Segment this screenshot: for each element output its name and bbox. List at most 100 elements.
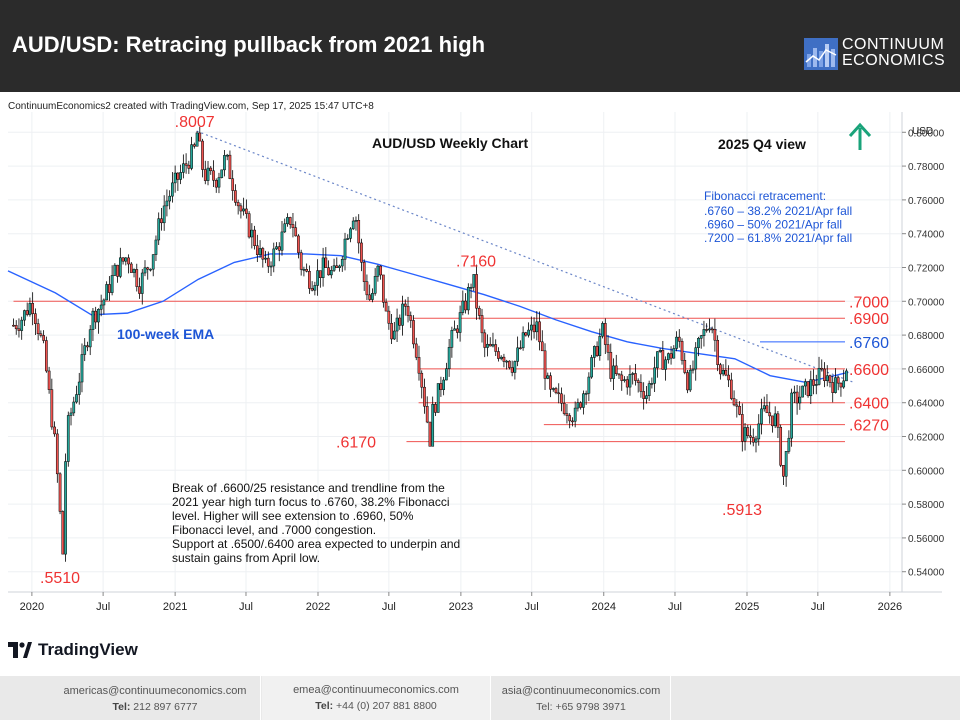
candle-body xyxy=(261,248,265,260)
candle-body xyxy=(417,357,421,374)
candle-body xyxy=(740,414,744,442)
candle-body xyxy=(143,267,147,274)
fib-line: .6760 – 38.2% 2021/Apr fall xyxy=(704,204,852,218)
y-axis-unit: USD xyxy=(912,126,933,137)
ema-line xyxy=(7,253,849,384)
candle-body xyxy=(623,379,626,381)
candle-body xyxy=(469,287,473,289)
candle-body xyxy=(680,340,684,361)
candle-body xyxy=(661,350,665,370)
candle-body xyxy=(540,341,544,352)
candle-body xyxy=(379,265,382,276)
candle-body xyxy=(373,276,377,294)
candle-body xyxy=(165,200,169,207)
candle-body xyxy=(294,227,298,237)
key-point-label: .5913 xyxy=(722,502,762,519)
candle-body xyxy=(436,383,440,413)
candle-body xyxy=(266,257,270,267)
candle-body xyxy=(573,407,577,422)
candle-body xyxy=(365,281,369,296)
candle-body xyxy=(291,224,295,228)
candle-body xyxy=(308,271,311,289)
emea-phone: Tel: +44 (0) 207 881 8800 xyxy=(262,700,490,712)
candle-body xyxy=(382,274,385,303)
candle-body xyxy=(568,415,572,422)
candle-body xyxy=(118,257,122,277)
candle-body xyxy=(138,286,141,294)
x-tick-label: Jul xyxy=(96,601,110,613)
candle-body xyxy=(554,388,558,394)
candle-body xyxy=(513,361,517,373)
comment-line: Fibonacci level, and .7000 congestion. xyxy=(172,523,376,537)
candle-body xyxy=(179,172,182,180)
created-line: ContinuumEconomics2 created with Trading… xyxy=(8,101,374,112)
candle-body xyxy=(327,267,330,276)
candle-body xyxy=(272,248,276,267)
candle-body xyxy=(814,384,818,386)
candle-body xyxy=(310,288,314,291)
y-tick-label: 0.64000 xyxy=(908,399,945,410)
candle-body xyxy=(842,380,846,388)
candle-body xyxy=(732,398,736,406)
candle-body xyxy=(782,465,785,477)
candle-body xyxy=(697,337,700,348)
candle-body xyxy=(592,346,596,358)
candle-body xyxy=(836,377,840,384)
footer-asia: asia@continuumeconomics.com Tel: +65 979… xyxy=(492,676,670,720)
candle-body xyxy=(250,229,254,238)
candle-body xyxy=(658,350,662,352)
candle-body xyxy=(488,343,492,347)
candle-body xyxy=(705,329,709,331)
candle-body xyxy=(412,320,415,345)
candle-body xyxy=(620,374,624,381)
y-tick-label: 0.54000 xyxy=(908,568,945,579)
candle-body xyxy=(768,412,772,417)
footer: americas@continuumeconomics.com Tel: 212… xyxy=(0,676,960,720)
candle-body xyxy=(127,257,130,265)
candle-body xyxy=(694,347,698,370)
candle-body xyxy=(116,264,119,277)
asia-email[interactable]: asia@continuumeconomics.com xyxy=(501,685,661,697)
candle-body xyxy=(631,373,635,375)
candle-body xyxy=(735,404,739,407)
candle-body xyxy=(135,269,139,287)
candle-body xyxy=(727,374,730,381)
x-tick-label: 2026 xyxy=(878,601,902,613)
candle-body xyxy=(242,208,245,212)
footer-divider xyxy=(490,676,491,720)
candle-body xyxy=(716,339,719,365)
candle-body xyxy=(80,354,84,383)
candle-body xyxy=(760,408,763,425)
candle-body xyxy=(787,437,791,452)
candle-body xyxy=(349,228,352,239)
candle-body xyxy=(253,229,256,246)
candle-body xyxy=(395,317,399,332)
candle-body xyxy=(335,265,339,268)
candle-body xyxy=(656,351,659,369)
candle-body xyxy=(606,344,610,353)
candle-body xyxy=(527,329,530,336)
candle-body xyxy=(214,180,218,188)
candle-body xyxy=(403,303,407,307)
americas-phone: Tel: 212 897 6777 xyxy=(50,701,260,713)
americas-email[interactable]: americas@continuumeconomics.com xyxy=(63,685,247,697)
candle-body xyxy=(839,382,843,388)
candle-body xyxy=(464,300,467,311)
chart-title: AUD/USD Weekly Chart xyxy=(372,135,528,151)
candle-body xyxy=(664,359,667,370)
footer-divider xyxy=(260,676,261,720)
candle-body xyxy=(647,383,651,396)
candle-body xyxy=(234,190,237,203)
candle-body xyxy=(472,274,476,288)
candle-body xyxy=(425,406,429,423)
candle-body xyxy=(154,239,158,255)
candle-body xyxy=(162,205,166,224)
candle-body xyxy=(340,259,344,267)
candle-body xyxy=(447,347,451,369)
emea-email[interactable]: emea@continuumeconomics.com xyxy=(293,684,459,696)
header-bar: AUD/USD: Retracing pullback from 2021 hi… xyxy=(0,0,960,92)
candle-body xyxy=(50,389,54,428)
candle-body xyxy=(384,302,388,312)
candle-body xyxy=(743,427,747,442)
